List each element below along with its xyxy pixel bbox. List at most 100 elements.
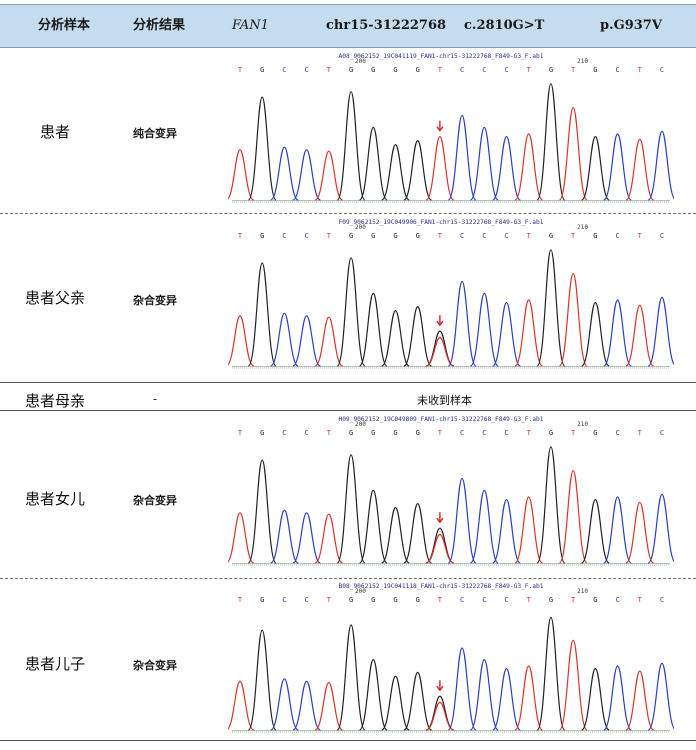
base-call: G <box>371 596 375 604</box>
base-call: G <box>349 596 353 604</box>
trace-peak <box>314 150 344 201</box>
trace-peak <box>381 506 410 564</box>
base-call: G <box>549 596 553 604</box>
base-call: C <box>660 596 664 604</box>
base-call: T <box>571 596 576 604</box>
trace-peak <box>403 671 433 731</box>
trace-peak <box>425 701 454 731</box>
trace-peak <box>247 96 277 201</box>
base-call: G <box>593 66 597 74</box>
trace-peak <box>247 629 277 731</box>
base-call: G <box>393 596 397 604</box>
row-result-label: 杂合变异 <box>133 294 177 307</box>
base-call: C <box>305 596 309 604</box>
trace-peak <box>625 501 655 564</box>
row-divider <box>0 578 696 579</box>
base-call: C <box>460 66 464 74</box>
base-call: C <box>282 66 286 74</box>
header-locus: chr15-31222768 <box>326 18 447 33</box>
trace-peak <box>536 83 566 201</box>
base-call: T <box>238 232 243 240</box>
base-call: C <box>504 232 508 240</box>
trace-peak <box>425 533 454 564</box>
base-call: T <box>327 66 332 74</box>
base-call: C <box>660 232 664 240</box>
trace-peak <box>558 106 588 201</box>
base-call: T <box>238 429 243 437</box>
trace-peak <box>292 680 321 731</box>
row-result-label: 纯合变异 <box>133 127 177 140</box>
base-call: G <box>371 429 375 437</box>
trace-peak <box>536 249 566 367</box>
mutation-arrow-icon <box>436 315 444 327</box>
base-call: G <box>371 66 375 74</box>
trace-peak <box>447 477 477 564</box>
trace-peak <box>336 454 366 564</box>
header-gene: FAN1 <box>232 18 269 33</box>
trace-peak <box>228 315 255 367</box>
trace-peak <box>514 299 544 367</box>
trace-peak <box>514 133 544 201</box>
mutation-arrow-icon <box>436 512 444 524</box>
row-sample-label: 患者父亲 <box>24 289 85 307</box>
trace-filename: H09_9062152_19C049809_FAN1-chr15-3122276… <box>339 416 544 423</box>
chromatogram: B08_9062152_19C041118_FAN1-chr15-3122276… <box>228 580 674 738</box>
base-call: T <box>527 66 532 74</box>
base-call: C <box>305 232 309 240</box>
chromatogram-svg: B08_9062152_19C041118_FAN1-chr15-3122276… <box>228 583 674 733</box>
trace-peak <box>536 446 566 564</box>
trace-peak <box>336 91 366 201</box>
trace-peak <box>469 489 499 564</box>
trace-position-label: 200 <box>355 421 366 428</box>
base-call: G <box>393 232 397 240</box>
base-call: C <box>482 232 486 240</box>
base-call: G <box>549 232 553 240</box>
base-call: T <box>438 232 443 240</box>
base-call: T <box>638 66 643 74</box>
table-header: 分析样本 分析结果 FAN1 chr15-31222768 c.2810G>T … <box>0 4 696 48</box>
trace-peak <box>381 675 410 731</box>
base-call: G <box>260 429 264 437</box>
trace-peak <box>469 658 499 731</box>
trace-peak <box>270 146 299 201</box>
trace-peak <box>358 126 388 201</box>
base-call: G <box>393 429 397 437</box>
trace-peak <box>247 459 277 564</box>
trace-position-label: 200 <box>355 224 366 231</box>
row-result-label: - <box>152 392 158 406</box>
base-call: C <box>504 596 508 604</box>
base-call: G <box>260 66 264 74</box>
trace-peak <box>314 316 344 367</box>
trace-peak <box>558 272 588 367</box>
trace-filename: F09_9062152_19C049906_FAN1-chr15-3122276… <box>339 219 544 226</box>
base-call: C <box>482 66 486 74</box>
base-call: T <box>238 596 243 604</box>
base-call: G <box>549 66 553 74</box>
trace-peak <box>292 512 321 564</box>
base-call: G <box>549 429 553 437</box>
mutation-arrow-icon <box>436 680 444 692</box>
trace-peak <box>603 133 632 201</box>
trace-peak <box>381 309 410 367</box>
trace-peak <box>425 135 455 201</box>
trace-peak <box>292 315 321 367</box>
base-call: T <box>438 66 443 74</box>
base-call: G <box>371 232 375 240</box>
base-call: C <box>282 232 286 240</box>
base-call: T <box>527 232 532 240</box>
trace-peak <box>581 667 610 731</box>
base-call: T <box>571 66 576 74</box>
base-call: C <box>482 429 486 437</box>
trace-peak <box>625 138 655 201</box>
base-call: T <box>527 596 532 604</box>
header-cdna: c.2810G>T <box>464 18 545 33</box>
base-call: C <box>615 232 619 240</box>
trace-filename: A08_9062152_19C041119_FAN1-chr15-3122276… <box>339 53 544 60</box>
trace-peak <box>358 658 388 731</box>
trace-position-label: 210 <box>577 58 588 65</box>
no-sample-note: 未收到样本 <box>417 394 472 407</box>
base-call: G <box>393 66 397 74</box>
trace-position-label: 210 <box>577 224 588 231</box>
base-call: C <box>305 66 309 74</box>
